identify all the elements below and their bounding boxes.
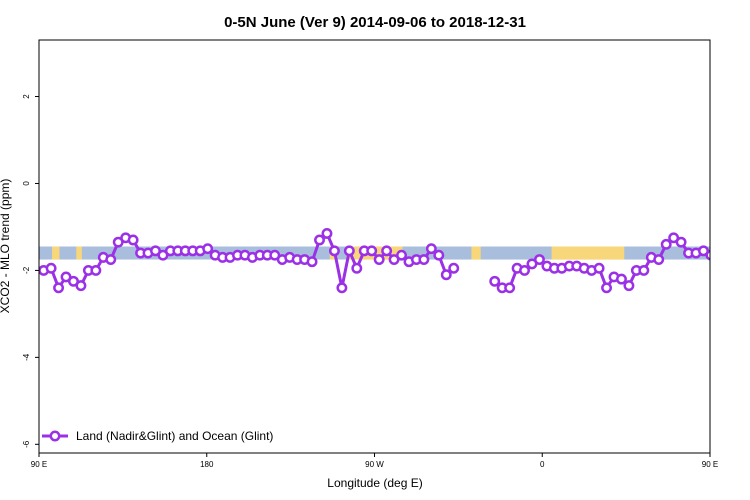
data-point (623, 280, 635, 292)
data-point (425, 243, 437, 255)
data-point (448, 262, 460, 274)
data-point (534, 254, 545, 265)
chart-title: 0-5N June (Ver 9) 2014-09-06 to 2018-12-… (224, 14, 526, 31)
data-point (45, 262, 57, 274)
data-point (90, 264, 102, 276)
legend: Land (Nadir&Glint) and Ocean (Glint) (42, 429, 273, 443)
data-point (373, 254, 385, 265)
land-segment (727, 247, 734, 260)
y-axis-label: XCO2 - MLO trend (ppm) (0, 179, 12, 314)
x-tick-label: 90 E (702, 460, 718, 469)
data-point (321, 228, 333, 239)
x-tick-label: 180 (200, 460, 214, 469)
data-point (504, 282, 516, 294)
x-tick-label: 90 W (365, 460, 384, 469)
data-point (105, 254, 117, 265)
y-tick-label: 2 (22, 94, 31, 99)
data-point (396, 249, 407, 261)
series-layer (39, 228, 722, 294)
data-point (75, 280, 87, 292)
data-point (202, 243, 214, 255)
land-segment (551, 246, 625, 260)
data-point (336, 282, 348, 294)
data-point (53, 282, 65, 294)
data-point (306, 256, 318, 268)
data-point (418, 254, 430, 265)
data-point (616, 273, 627, 285)
data-point (705, 249, 710, 261)
data-point (593, 262, 605, 274)
data-point (440, 269, 452, 281)
x-axis-label: Longitude (deg E) (327, 476, 422, 490)
y-tick-label: -6 (22, 440, 31, 448)
data-point (328, 245, 340, 257)
data-point (351, 262, 363, 274)
data-point (489, 275, 501, 287)
land-segment (76, 246, 82, 260)
plot-area (38, 39, 750, 454)
data-point (714, 247, 722, 255)
x-tick-label: 0 (540, 460, 545, 469)
legend-marker-swatch (49, 430, 61, 442)
data-point (638, 264, 650, 276)
y-tick-label: 0 (22, 181, 31, 186)
x-axis: 90 E 180 90 W 0 90 E (31, 453, 718, 469)
data-point (660, 238, 672, 250)
land-segment (742, 247, 750, 260)
data-point (433, 249, 445, 261)
data-point (381, 245, 393, 257)
data-point (519, 264, 530, 276)
data-point (675, 236, 687, 248)
data-point (366, 245, 378, 257)
land-segment (52, 246, 60, 260)
data-point (601, 282, 612, 294)
x-tick-label: 90 E (31, 460, 47, 469)
data-point (653, 254, 665, 265)
data-point (127, 234, 139, 246)
land-segment (471, 246, 481, 260)
y-tick-label: -2 (22, 266, 31, 274)
legend-label: Land (Nadir&Glint) and Ocean (Glint) (76, 429, 273, 443)
y-tick-label: -4 (22, 353, 31, 361)
data-point (343, 245, 355, 257)
y-axis: 2 0 -2 -4 -6 (22, 94, 39, 448)
data-point (314, 234, 325, 246)
